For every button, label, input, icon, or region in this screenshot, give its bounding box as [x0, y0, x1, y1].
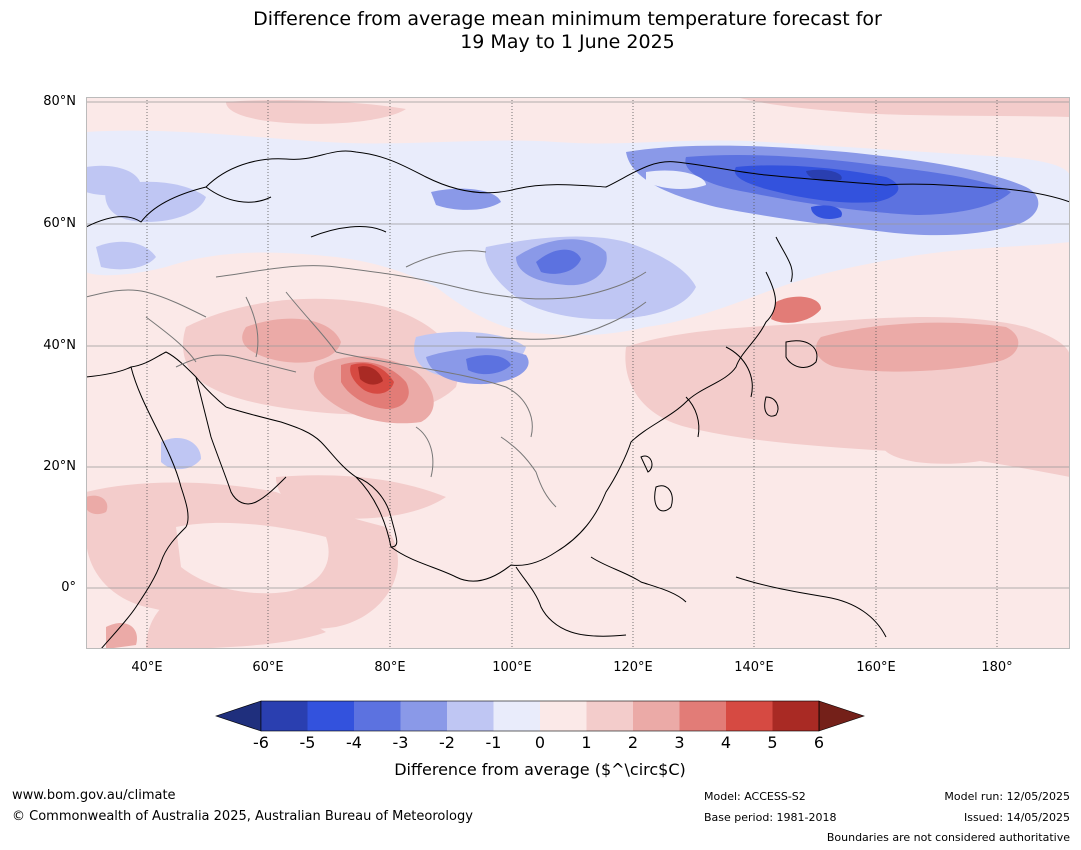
colorbar-cell [261, 701, 308, 731]
lat-label-80n: 80°N [43, 94, 76, 109]
footer-base-period: Base period: 1981-2018 [704, 811, 837, 824]
colorbar-tick-label: -1 [485, 733, 502, 752]
forecast-map[interactable] [86, 97, 1070, 649]
lon-label-180: 180° [981, 660, 1013, 675]
colorbar-cell [400, 701, 447, 731]
colorbar-tick-label: 0 [534, 733, 546, 752]
map-svg [86, 97, 1070, 649]
colorbar-cell [772, 701, 819, 731]
lat-label-40n: 40°N [43, 338, 76, 353]
title-line-1: Difference from average mean minimum tem… [253, 8, 882, 30]
borders [86, 250, 647, 508]
anomaly-field [86, 97, 1070, 649]
colorbar-cell [493, 701, 540, 731]
gridlines [86, 101, 1070, 589]
footer-model-run: Model run: 12/05/2025 [944, 790, 1070, 803]
colorbar-tick-label: 6 [813, 733, 825, 752]
colorbar-tick-label: -5 [299, 733, 316, 752]
colorbar-tick-label: 4 [720, 733, 732, 752]
footer-issued: Issued: 14/05/2025 [963, 811, 1070, 824]
lon-label-160e: 160°E [856, 660, 896, 675]
lon-label-60e: 60°E [252, 660, 284, 675]
colorbar-tick-label: 2 [627, 733, 639, 752]
colorbar-cell [447, 701, 494, 731]
colorbar-cell [540, 701, 587, 731]
colorbar-arrow-low [215, 700, 262, 732]
colorbar-tick-label: 3 [674, 733, 685, 752]
colorbar-tick-label: -3 [392, 733, 409, 752]
colorbar-tick-label: 1 [581, 733, 592, 752]
colorbar-cell [679, 701, 726, 731]
title-line-2: 19 May to 1 June 2025 [460, 31, 675, 53]
footer-model: Model: ACCESS-S2 [704, 790, 806, 803]
lat-label-20n: 20°N [43, 459, 76, 474]
colorbar-cell [307, 701, 354, 731]
colorbar-tick-label: 5 [767, 733, 778, 752]
lat-label-0: 0° [61, 580, 76, 595]
lon-label-140e: 140°E [734, 660, 774, 675]
footer-disclaimer: Boundaries are not considered authoritat… [826, 831, 1070, 844]
colorbar-tick-label: -4 [346, 733, 362, 752]
colorbar-cell [726, 701, 773, 731]
colorbar-border [260, 700, 820, 732]
chart-title: Difference from average mean minimum tem… [0, 8, 1081, 54]
colorbar-cell [586, 701, 633, 731]
lat-label-60n: 60°N [43, 216, 76, 231]
lon-label-80e: 80°E [374, 660, 406, 675]
lon-label-40e: 40°E [131, 660, 163, 675]
coastlines [86, 150, 1070, 649]
lon-label-100e: 100°E [492, 660, 532, 675]
footer-url[interactable]: www.bom.gov.au/climate [12, 788, 176, 803]
meridians [146, 97, 998, 649]
footer-copyright: © Commonwealth of Australia 2025, Austra… [12, 809, 473, 824]
colorbar-cell [354, 701, 401, 731]
colorbar-label: Difference from average ($^\circ$C) [394, 760, 686, 779]
colorbar [215, 700, 865, 732]
lon-label-120e: 120°E [613, 660, 653, 675]
colorbar-tick-label: -6 [253, 733, 269, 752]
colorbar-tick-label: -2 [439, 733, 455, 752]
colorbar-arrow-high [818, 700, 865, 732]
colorbar-cell [633, 701, 680, 731]
